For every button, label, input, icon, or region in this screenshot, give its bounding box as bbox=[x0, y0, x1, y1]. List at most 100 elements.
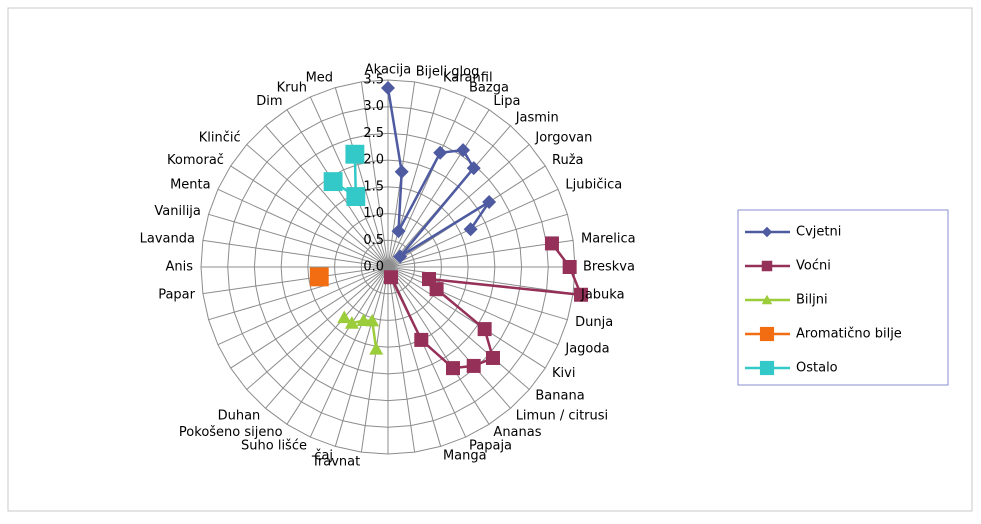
spoke bbox=[387, 266, 546, 369]
y-tick-label: 3.0 bbox=[363, 99, 384, 114]
spoke bbox=[309, 266, 389, 438]
legend-label: Ostalo bbox=[796, 361, 838, 376]
category-label: Dunja bbox=[575, 315, 613, 330]
data-point bbox=[346, 187, 366, 206]
y-tick-label: 2.0 bbox=[363, 153, 384, 168]
grid bbox=[200, 79, 576, 455]
spoke bbox=[360, 81, 389, 268]
spoke bbox=[230, 165, 389, 268]
data-point bbox=[356, 313, 371, 327]
grid-ring bbox=[227, 106, 549, 428]
category-label: Kivi bbox=[552, 366, 575, 381]
data-point bbox=[391, 224, 406, 239]
category-label: Lipa bbox=[493, 94, 520, 109]
data-point bbox=[309, 267, 329, 287]
category-label: Banana bbox=[535, 389, 584, 404]
data-point bbox=[393, 249, 408, 264]
data-point bbox=[456, 143, 471, 158]
y-tick-label: 0.5 bbox=[363, 233, 384, 248]
spoke bbox=[387, 266, 442, 447]
spoke bbox=[387, 96, 467, 268]
y-tick-label: 2.5 bbox=[363, 126, 384, 141]
data-point bbox=[323, 172, 343, 192]
legend-label: Cvjetni bbox=[796, 225, 841, 240]
data-point bbox=[445, 361, 460, 376]
legend-label: Aromatično bilje bbox=[796, 327, 902, 342]
category-label: čaj bbox=[314, 449, 333, 464]
data-point bbox=[394, 164, 409, 179]
grid-ring bbox=[200, 79, 576, 455]
category-label: Limun / citrusi bbox=[516, 408, 608, 423]
spoke bbox=[208, 213, 389, 268]
category-label: Kruh bbox=[277, 80, 307, 95]
category-label: Akacija bbox=[365, 63, 412, 78]
spoke bbox=[230, 266, 389, 369]
spoke bbox=[387, 266, 574, 295]
category-label: Dim bbox=[256, 94, 282, 109]
spoke bbox=[387, 87, 442, 268]
spoke bbox=[387, 144, 530, 268]
category-label: Ljubičica bbox=[565, 178, 622, 193]
data-point bbox=[414, 332, 429, 347]
y-tick-label: 0.0 bbox=[363, 260, 384, 275]
spoke bbox=[217, 188, 389, 268]
category-label: Komorač bbox=[167, 153, 224, 168]
category-label: Karanfil bbox=[443, 70, 493, 85]
category-label: Ananas bbox=[493, 425, 541, 440]
spoke bbox=[387, 266, 511, 409]
spoke bbox=[246, 144, 389, 268]
data-point bbox=[429, 282, 444, 297]
data-point bbox=[482, 195, 497, 210]
data-point bbox=[562, 260, 577, 274]
data-point bbox=[463, 222, 478, 237]
data-point bbox=[485, 350, 500, 365]
spoke bbox=[387, 266, 490, 425]
data-point bbox=[369, 341, 384, 355]
data-point bbox=[466, 161, 481, 176]
spoke bbox=[265, 266, 389, 409]
data-point bbox=[381, 81, 395, 96]
spoke bbox=[334, 87, 389, 268]
category-label: Lavanda bbox=[140, 231, 195, 246]
category-label: Travnat bbox=[311, 454, 360, 469]
spoke bbox=[387, 266, 530, 390]
data-point bbox=[433, 145, 448, 160]
category-label: Med bbox=[306, 70, 333, 85]
spoke bbox=[334, 266, 389, 447]
legend: Cvjetni Voćni Biljni Aromatično bilje Ostalo bbox=[745, 225, 902, 376]
category-label: Papar bbox=[158, 288, 195, 303]
spoke bbox=[202, 266, 389, 295]
grid-ring bbox=[253, 132, 523, 402]
category-label: Jagoda bbox=[564, 341, 609, 356]
category-label: Anis bbox=[165, 260, 193, 275]
grid-ring bbox=[307, 186, 469, 348]
legend-label: Biljni bbox=[796, 293, 828, 308]
spoke bbox=[387, 109, 490, 268]
legend-marker bbox=[761, 294, 773, 305]
spoke bbox=[217, 266, 389, 346]
category-label: Pokošeno sijeno bbox=[179, 425, 283, 440]
category-label: Bijeli glog bbox=[416, 65, 480, 80]
category-label: Bazga bbox=[469, 80, 509, 95]
data-point bbox=[466, 358, 481, 373]
grid-ring bbox=[360, 239, 416, 295]
legend-label: Voćni bbox=[796, 259, 831, 274]
y-tick-label: 1.0 bbox=[363, 206, 384, 221]
data-point bbox=[477, 322, 492, 337]
spoke bbox=[265, 125, 389, 268]
spoke bbox=[387, 213, 568, 268]
spoke bbox=[387, 266, 559, 346]
data-point bbox=[384, 270, 399, 285]
category-label: Papaja bbox=[469, 439, 512, 454]
category-label: Duhan bbox=[218, 408, 261, 423]
spoke bbox=[387, 239, 574, 268]
spoke bbox=[387, 266, 416, 453]
legend-marker bbox=[759, 326, 775, 342]
category-label: Breskva bbox=[583, 260, 635, 275]
y-tick-label: 3.5 bbox=[363, 73, 384, 88]
category-label: Jorgovan bbox=[534, 130, 592, 145]
spoke bbox=[202, 239, 389, 268]
spoke bbox=[208, 266, 389, 321]
